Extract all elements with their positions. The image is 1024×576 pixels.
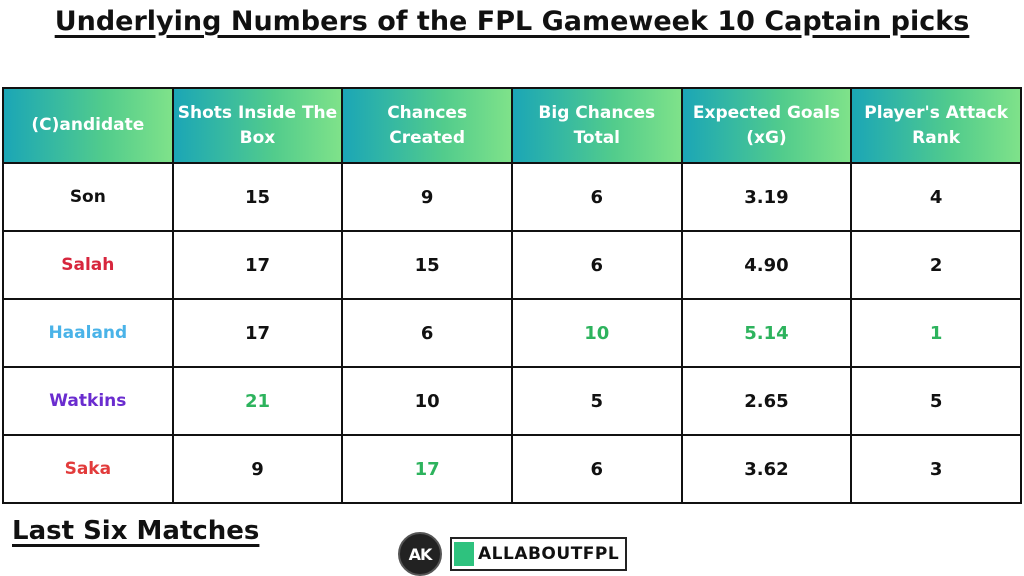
stat-cell: 2.65 — [680, 366, 853, 436]
table-row: Haaland 17 6 10 5.14 1 — [2, 298, 1022, 368]
table-row: Saka 9 17 6 3.62 3 — [2, 434, 1022, 504]
stat-cell: 3 — [850, 434, 1022, 504]
stats-table: (C)andidate Shots Inside The Box Chances… — [2, 87, 1022, 504]
stat-cell: 15 — [171, 162, 344, 232]
stat-cell: 3.62 — [680, 434, 853, 504]
header-cell: Expected Goals (xG) — [680, 87, 853, 164]
table-row: Son 15 9 6 3.19 4 — [2, 162, 1022, 232]
stat-cell: 5 — [850, 366, 1022, 436]
stat-cell: 1 — [850, 298, 1022, 368]
table-row: Salah 17 15 6 4.90 2 — [2, 230, 1022, 300]
stat-cell: 21 — [171, 366, 344, 436]
stat-cell: 6 — [341, 298, 513, 368]
brand-name: ALLABOUTFPL — [478, 544, 620, 564]
player-name-cell: Salah — [2, 230, 174, 300]
player-name-cell: Son — [2, 162, 174, 232]
stat-cell: 10 — [510, 298, 683, 368]
header-cell: (C)andidate — [2, 87, 174, 164]
header-cell: Big Chances Total — [510, 87, 683, 164]
stat-cell: 4.90 — [680, 230, 853, 300]
stat-cell: 17 — [341, 434, 513, 504]
stat-cell: 4 — [850, 162, 1022, 232]
header-cell: Player's Attack Rank — [850, 87, 1022, 164]
stat-cell: 15 — [341, 230, 513, 300]
table-body: Son 15 9 6 3.19 4 Salah 17 15 6 4.90 2 Haaland 17 6 10 5… — [2, 162, 1022, 504]
period-label: Last Six Matches — [12, 516, 260, 546]
table-row: Watkins 21 10 5 2.65 5 — [2, 366, 1022, 436]
stat-cell: 5.14 — [680, 298, 853, 368]
stat-cell: 2 — [850, 230, 1022, 300]
ak-logo-icon: AK — [398, 532, 442, 576]
stat-cell: 17 — [171, 230, 344, 300]
page-title: Underlying Numbers of the FPL Gameweek 1… — [54, 6, 970, 37]
stat-cell: 6 — [510, 230, 683, 300]
player-name-cell: Watkins — [2, 366, 174, 436]
header-cell: Chances Created — [341, 87, 513, 164]
stat-cell: 3.19 — [680, 162, 853, 232]
stat-cell: 6 — [510, 162, 683, 232]
stat-cell: 17 — [171, 298, 344, 368]
stat-cell: 9 — [171, 434, 344, 504]
stat-cell: 10 — [341, 366, 513, 436]
player-name-cell: Haaland — [2, 298, 174, 368]
player-name-cell: Saka — [2, 434, 174, 504]
pitch-icon — [454, 542, 474, 566]
logo-monogram: AK — [408, 544, 433, 564]
stat-cell: 5 — [510, 366, 683, 436]
brand-logo: AK ALLABOUTFPL — [398, 532, 628, 576]
allaboutfpl-logo: ALLABOUTFPL — [450, 537, 628, 571]
stat-cell: 9 — [341, 162, 513, 232]
stat-cell: 6 — [510, 434, 683, 504]
header-row: (C)andidate Shots Inside The Box Chances… — [2, 87, 1022, 164]
header-cell: Shots Inside The Box — [171, 87, 344, 164]
